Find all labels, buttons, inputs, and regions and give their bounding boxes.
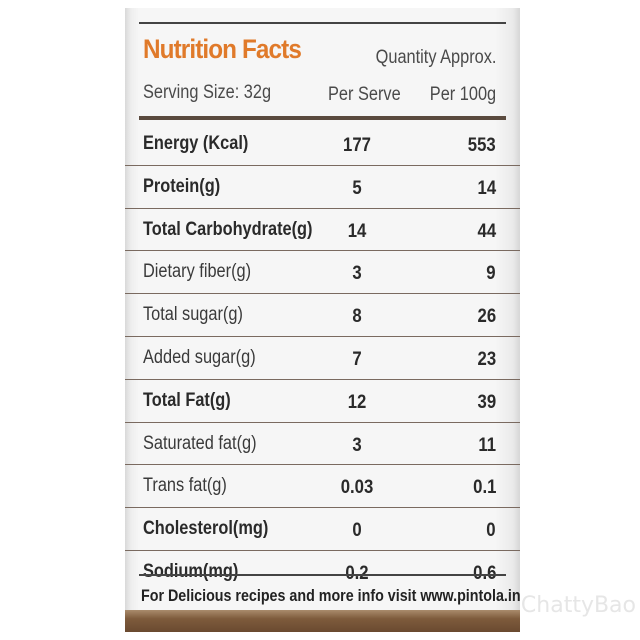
nutrient-name: Total Fat(g) — [143, 389, 231, 411]
value-per-100g: 26 — [477, 306, 496, 328]
column-header-per-serve: Per Serve — [328, 84, 401, 105]
value-per-100g: 14 — [477, 177, 496, 199]
nutrient-name: Sodium(mg) — [143, 560, 239, 582]
value-per-serve: 3 — [352, 263, 362, 285]
table-row: Total Fat(g) 12 39 — [125, 380, 520, 423]
value-per-serve: 0 — [352, 520, 362, 542]
table-row: Saturated fat(g) 3 11 — [125, 423, 520, 466]
footer-text: For Delicious recipes and more info visi… — [141, 586, 520, 605]
table-row: Added sugar(g) 7 23 — [125, 337, 520, 380]
table-row: Sodium(mg) 0.2 0.6 — [125, 551, 520, 593]
serving-size: Serving Size: 32g — [143, 82, 272, 103]
value-per-100g: 0.6 — [472, 562, 496, 584]
table-row: Cholesterol(mg) 0 0 — [125, 508, 520, 551]
value-per-serve: 177 — [343, 135, 371, 156]
nutrient-name: Added sugar(g) — [143, 346, 256, 368]
value-per-serve: 14 — [347, 220, 367, 242]
value-per-serve: 0.03 — [340, 477, 374, 499]
value-per-serve: 5 — [352, 177, 362, 199]
nutrient-name: Cholesterol(mg) — [143, 518, 269, 540]
value-per-100g: 9 — [486, 263, 496, 285]
nutrient-name: Trans fat(g) — [143, 475, 227, 497]
value-per-100g: 39 — [477, 391, 496, 413]
nutrient-name: Total Carbohydrate(g) — [143, 218, 313, 240]
table-row: Trans fat(g) 0.03 0.1 — [125, 465, 520, 509]
table-row: Energy (Kcal) 177 553 — [125, 123, 520, 166]
value-per-100g: 553 — [468, 135, 496, 156]
value-per-100g: 11 — [478, 434, 496, 456]
header-divider — [139, 116, 506, 120]
table-row: Total sugar(g) 8 26 — [125, 294, 520, 337]
footer-rule — [139, 574, 506, 576]
value-per-100g: 0 — [486, 520, 496, 542]
nutrient-name: Dietary fiber(g) — [143, 261, 252, 283]
value-per-serve: 12 — [347, 391, 367, 413]
table-row: Total Carbohydrate(g) 14 44 — [125, 209, 520, 252]
value-per-100g: 44 — [477, 220, 496, 242]
column-header-per-100g: Per 100g — [429, 84, 496, 105]
nutrition-label: Nutrition Facts Quantity Approx. Serving… — [125, 8, 520, 632]
nutrient-name: Energy (Kcal) — [143, 133, 249, 154]
nutrient-name: Saturated fat(g) — [143, 432, 257, 454]
table-row: Dietary fiber(g) 3 9 — [125, 251, 520, 295]
value-per-100g: 23 — [477, 348, 496, 370]
nutrient-name: Protein(g) — [143, 175, 221, 197]
watermark: ChattyBao — [520, 593, 636, 618]
packaging-band — [125, 610, 520, 632]
quantity-note: Quantity Approx. — [375, 47, 496, 68]
nutrient-name: Total sugar(g) — [143, 304, 243, 326]
table-row: Protein(g) 5 14 — [125, 166, 520, 209]
top-rule — [139, 22, 506, 24]
value-per-serve: 0.2 — [345, 562, 369, 584]
value-per-100g: 0.1 — [472, 477, 496, 499]
value-per-serve: 7 — [352, 348, 362, 370]
value-per-serve: 3 — [352, 434, 362, 456]
nutrition-title: Nutrition Facts — [143, 34, 302, 64]
value-per-serve: 8 — [352, 306, 362, 328]
nutrient-table: Energy (Kcal) 177 553 Protein(g) 5 14 Total Ca… — [125, 123, 520, 593]
